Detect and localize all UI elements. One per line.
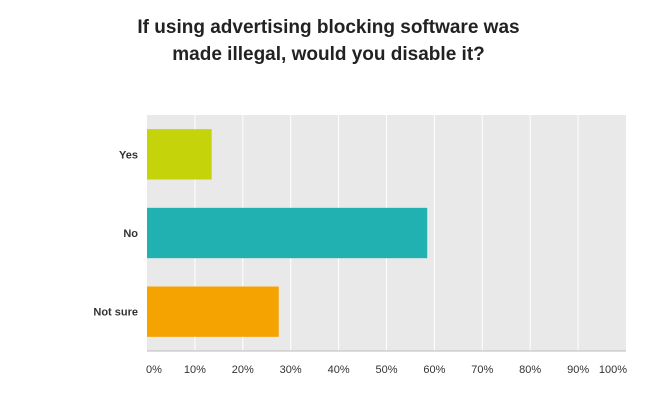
x-tick-label: 70% — [471, 364, 493, 376]
chart-title-line-1: If using advertising blocking software w… — [137, 17, 520, 38]
category-label: Yes — [119, 149, 138, 161]
x-tick-label: 30% — [280, 364, 302, 376]
category-label: No — [123, 228, 138, 240]
x-tick-label: 50% — [375, 364, 397, 376]
x-tick-label: 100% — [599, 364, 627, 376]
x-axis-ticks: 0% 10% 20% 30% 40% 50% 60% 70% 80% 90% 100% — [146, 364, 627, 376]
x-tick-label: 60% — [423, 364, 445, 376]
x-tick-label: 90% — [567, 364, 589, 376]
bar-yes — [147, 129, 212, 180]
bars — [147, 129, 428, 337]
x-tick-label: 10% — [184, 364, 206, 376]
x-tick-label: 40% — [328, 364, 350, 376]
category-label: Not sure — [93, 307, 138, 319]
x-tick-label: 20% — [232, 364, 254, 376]
bar-no — [147, 207, 428, 259]
bar-not-sure — [147, 286, 279, 337]
chart-title: If using advertising blocking software w… — [0, 14, 657, 68]
chart-title-line-2: made illegal, would you disable it? — [172, 44, 485, 65]
x-tick-label: 0% — [146, 364, 162, 376]
category-labels: Yes No Not sure — [93, 149, 138, 318]
x-tick-label: 80% — [519, 364, 541, 376]
